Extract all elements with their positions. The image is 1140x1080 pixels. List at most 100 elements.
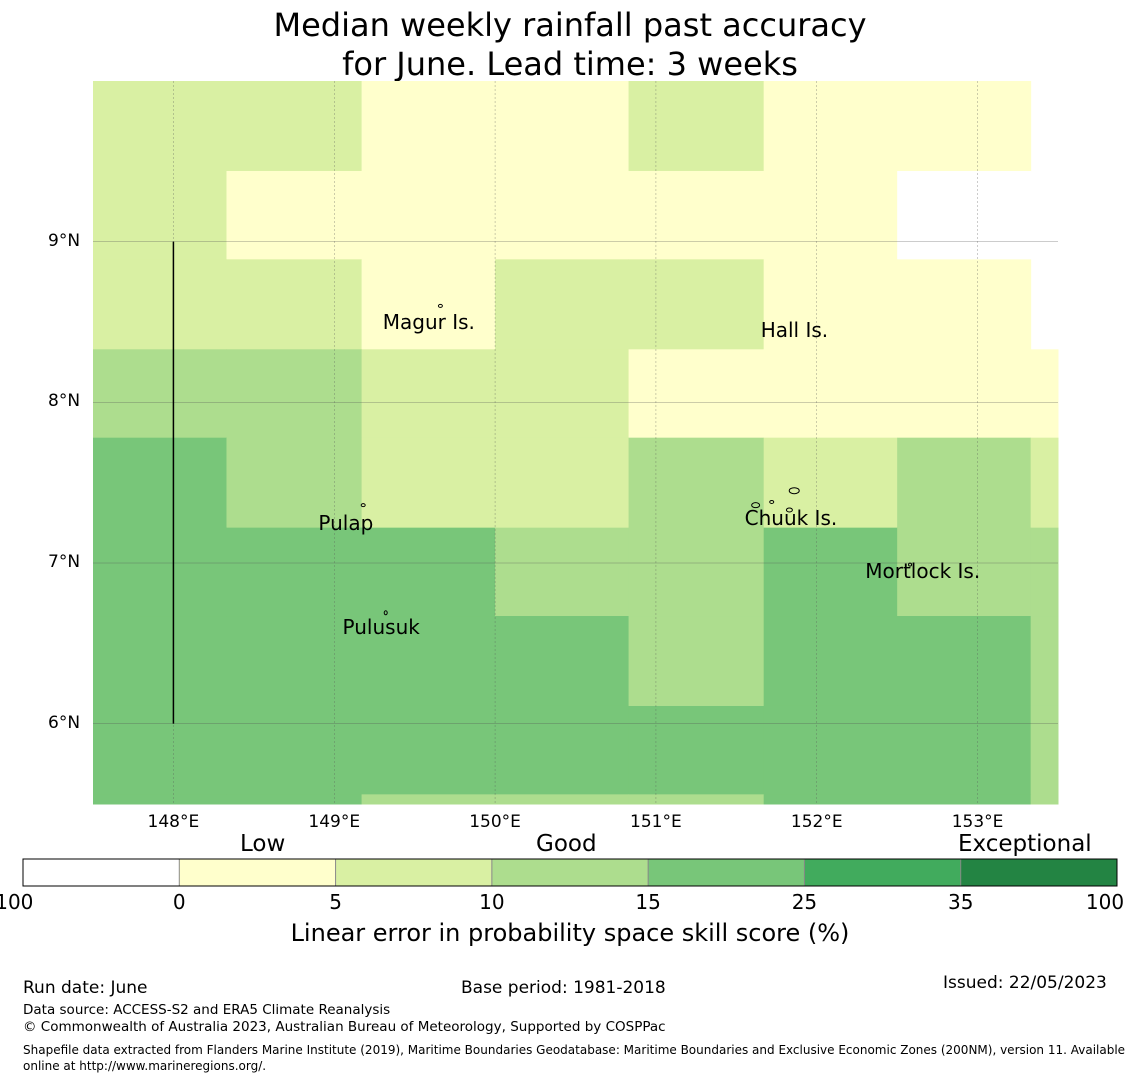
heatmap-cell bbox=[628, 705, 765, 795]
colorbar-frame bbox=[22, 858, 1118, 887]
heatmap-cell bbox=[897, 527, 1032, 617]
heatmap-cell bbox=[763, 170, 898, 260]
heatmap-cell bbox=[495, 170, 630, 260]
heatmap-cell bbox=[226, 349, 363, 439]
heatmap-cell bbox=[763, 527, 898, 617]
island-outline bbox=[751, 502, 761, 509]
heatmap-cell bbox=[361, 527, 496, 617]
heatmap-cell bbox=[226, 705, 363, 795]
heatmap-cell bbox=[226, 259, 363, 350]
longitude-tick-label: 153°E bbox=[951, 812, 1004, 832]
heatmap-cell bbox=[628, 170, 765, 260]
place-label: Mortlock Is. bbox=[865, 559, 981, 584]
rainfall-skill-map bbox=[93, 81, 1059, 805]
colorbar bbox=[22, 858, 1118, 887]
heatmap-cell bbox=[628, 437, 765, 529]
heatmap-cell bbox=[763, 794, 898, 805]
colorbar-tick-label: 15 bbox=[635, 890, 661, 914]
heatmap-cell bbox=[226, 616, 363, 707]
heatmap-cell bbox=[93, 794, 227, 805]
heatmap-cell bbox=[495, 705, 630, 795]
colorbar-segment bbox=[648, 859, 805, 886]
heatmap-cell bbox=[495, 794, 630, 805]
colorbar-segment bbox=[179, 859, 336, 886]
heatmap-cell bbox=[93, 170, 227, 260]
latitude-tick-label: 8°N bbox=[48, 391, 81, 412]
heatmap-cell bbox=[628, 349, 765, 439]
heatmap-cell bbox=[763, 705, 898, 795]
heatmap-cell bbox=[495, 527, 630, 617]
heatmap-cell bbox=[1030, 437, 1059, 529]
island-outline bbox=[788, 487, 800, 495]
heatmap-cell bbox=[628, 81, 765, 172]
longitude-tick-label: 148°E bbox=[147, 812, 200, 832]
island-outline bbox=[383, 610, 388, 616]
heatmap-cell bbox=[763, 616, 898, 707]
colorbar-segment bbox=[804, 859, 961, 886]
heatmap-cell bbox=[93, 349, 227, 439]
chart-title: Median weekly rainfall past accuracy for… bbox=[0, 6, 1140, 84]
heatmap-cell bbox=[495, 437, 630, 529]
title-line-1: Median weekly rainfall past accuracy bbox=[273, 6, 867, 44]
heatmap-cell bbox=[361, 259, 496, 350]
colorbar-tick-label: 5 bbox=[329, 890, 342, 914]
latitude-tick-label: 6°N bbox=[48, 712, 81, 733]
heatmap-cell bbox=[93, 527, 227, 617]
heatmap-cell bbox=[763, 259, 898, 350]
colorbar-segment bbox=[335, 859, 492, 886]
place-label: Magur Is. bbox=[382, 310, 475, 334]
colorbar-tick-label: 0 bbox=[172, 890, 186, 914]
colorbar-segment bbox=[960, 859, 1117, 886]
legend-category-exceptional: Exceptional bbox=[958, 831, 1092, 857]
heatmap-cell bbox=[226, 437, 363, 529]
issued-date: Issued: 22/05/2023 bbox=[943, 973, 1107, 993]
heatmap-cell bbox=[763, 437, 898, 529]
heatmap-cell bbox=[628, 527, 765, 617]
colorbar-tick-label: -100 bbox=[0, 890, 34, 914]
heatmap-cell bbox=[93, 437, 227, 529]
longitude-tick-label: 151°E bbox=[630, 812, 682, 832]
heatmap-cell bbox=[93, 705, 227, 795]
place-label: Hall Is. bbox=[760, 318, 829, 343]
colorbar-tick-label: 35 bbox=[947, 890, 974, 914]
longitude-tick-label: 152°E bbox=[790, 812, 843, 832]
heatmap-cell bbox=[1030, 794, 1059, 805]
heatmap-cell bbox=[1030, 705, 1059, 795]
latitude-tick-label: 7°N bbox=[48, 552, 81, 572]
heatmap-cell bbox=[495, 616, 630, 707]
title-line-2: for June. Lead time: 3 weeks bbox=[342, 45, 798, 83]
island-outline bbox=[785, 507, 793, 513]
heatmap-cell bbox=[897, 259, 1032, 350]
heatmap-cell bbox=[495, 349, 630, 439]
heatmap-cell bbox=[628, 259, 765, 350]
place-label: Chuuk Is. bbox=[744, 506, 838, 530]
heatmap-cell bbox=[361, 705, 496, 795]
colorbar-segment bbox=[23, 859, 180, 886]
place-label: Pulap bbox=[318, 510, 374, 535]
latitude-tick-label: 9°N bbox=[48, 230, 81, 251]
copyright: © Commonwealth of Australia 2023, Austra… bbox=[23, 1019, 666, 1035]
heatmap-cell bbox=[361, 437, 496, 529]
heatmap-cell bbox=[495, 259, 630, 350]
run-date: Run date: June bbox=[23, 978, 148, 998]
heatmap-cell bbox=[628, 616, 765, 707]
heatmap-cell bbox=[763, 349, 898, 439]
heatmap-cell bbox=[897, 437, 1032, 529]
heatmap-cell bbox=[361, 170, 496, 260]
colorbar-label: Linear error in probability space skill … bbox=[290, 919, 850, 947]
heatmap-cell bbox=[1030, 349, 1059, 439]
heatmap-cell bbox=[628, 794, 765, 805]
colorbar-tick-label: 25 bbox=[791, 890, 818, 914]
base-period: Base period: 1981-2018 bbox=[461, 978, 666, 998]
data-source: Data source: ACCESS-S2 and ERA5 Climate … bbox=[23, 1002, 391, 1018]
island-outline bbox=[360, 503, 366, 508]
island-outline bbox=[437, 303, 443, 308]
heatmap-cell bbox=[897, 705, 1032, 795]
place-label: Pulusuk bbox=[342, 615, 420, 640]
heatmap-cell bbox=[1030, 527, 1059, 617]
heatmap-cell bbox=[93, 616, 227, 707]
heatmap-cell bbox=[226, 170, 363, 260]
heatmap-cell bbox=[361, 349, 496, 439]
heatmap-cell bbox=[495, 81, 630, 172]
heatmap-cell bbox=[226, 794, 363, 805]
